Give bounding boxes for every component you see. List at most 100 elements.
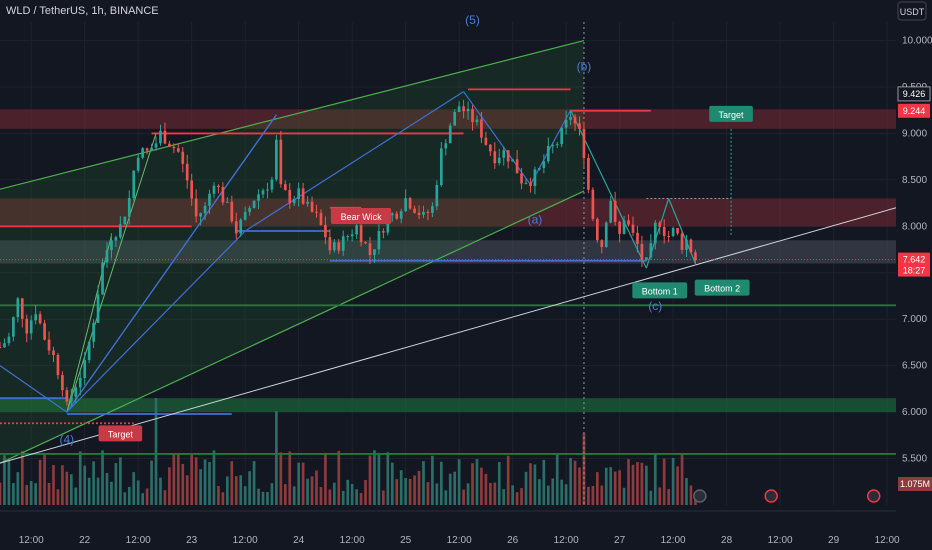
candle-body [257, 194, 260, 201]
candle-body [515, 159, 519, 174]
candle-body [489, 144, 492, 152]
candle-body [346, 236, 350, 238]
volume-bar [453, 471, 457, 505]
candle-body [355, 225, 358, 235]
volume-bar [382, 490, 385, 505]
volume-bar [127, 486, 131, 505]
volume-bar [355, 489, 358, 505]
candles [0, 99, 697, 406]
candle-body [275, 139, 278, 180]
volume-bar [136, 480, 140, 505]
candle-body [502, 150, 506, 158]
candle-body [176, 148, 180, 152]
volume-bar [587, 486, 590, 505]
volume-bar [212, 450, 216, 505]
candle-body [332, 242, 336, 251]
volume-bar [208, 462, 211, 505]
volume-bar [203, 459, 207, 505]
volume-bar [497, 461, 501, 505]
volume-bar [493, 482, 497, 505]
candle-body [0, 347, 2, 349]
channel-fill [0, 40, 584, 464]
candle-body [466, 108, 470, 112]
wave-label: (5) [465, 13, 480, 27]
price-tag-label: 9.244 [903, 106, 926, 116]
x-tick-label: 12:00 [875, 535, 900, 546]
candle-body [595, 218, 599, 241]
volume-bar [7, 459, 11, 505]
wave-label: (c) [648, 299, 662, 313]
candle-body [497, 157, 501, 164]
candle-body [591, 189, 595, 219]
candle-body [110, 240, 113, 251]
candle-body [533, 169, 537, 187]
volume-bar [38, 459, 42, 505]
candle-body [52, 350, 55, 356]
candle-body [341, 236, 345, 251]
candle-body [159, 130, 162, 144]
volume-bar [168, 467, 171, 505]
volume-bar [600, 485, 604, 505]
candle-body [671, 227, 675, 237]
volume-bar [413, 475, 416, 505]
candle-body [448, 125, 452, 144]
volume-bar [292, 486, 296, 505]
callout-label: Bottom 1 [642, 286, 678, 296]
candle-body [221, 187, 225, 203]
candle-body [154, 143, 158, 148]
candle-body [181, 151, 185, 164]
price-zone [0, 398, 896, 413]
candle-body [7, 336, 11, 344]
volume-bar [105, 472, 109, 505]
wave-line [529, 109, 572, 185]
volume-bar [359, 493, 363, 505]
volume-bar [279, 452, 283, 505]
candle-body [631, 224, 635, 233]
candle-body [163, 130, 167, 144]
currency-button[interactable]: USDT [897, 1, 927, 21]
volume-bar [163, 490, 167, 505]
volume-bars [0, 398, 697, 505]
volume-bar [239, 475, 243, 505]
candle-body [328, 237, 332, 251]
event-flag-icon [693, 489, 707, 503]
y-tick-label: 6.000 [902, 407, 927, 418]
candle-body [69, 396, 73, 402]
candle-body [667, 235, 670, 237]
volume-bar [69, 474, 73, 505]
volume-bar [569, 457, 572, 505]
volume-bar [332, 482, 336, 505]
volume-bar [475, 459, 479, 505]
candle-body [123, 216, 127, 225]
volume-bar [145, 488, 149, 505]
candle-body [680, 233, 684, 250]
volume-bar [546, 485, 550, 505]
volume-bar [337, 450, 341, 505]
candle-body [29, 320, 33, 334]
candle-body [141, 148, 144, 158]
candle-body [288, 189, 292, 204]
candle-body [399, 211, 403, 219]
candle-body [78, 377, 82, 388]
volume-bar [502, 489, 506, 505]
volume-tag [898, 477, 932, 491]
candle-body [395, 213, 399, 219]
x-tick-label: 12:00 [233, 535, 258, 546]
x-tick-label: 12:00 [768, 535, 793, 546]
candle-body [560, 127, 564, 145]
volume-bar [297, 462, 301, 505]
candle-body [613, 200, 617, 222]
volume-bar [275, 411, 278, 505]
x-tick-label: 12:00 [340, 535, 365, 546]
volume-bar [266, 491, 269, 505]
volume-bar [466, 483, 470, 505]
candle-body [74, 387, 78, 397]
candle-body [431, 206, 434, 213]
x-tick-label: 23 [186, 535, 198, 546]
candle-body [25, 318, 29, 334]
candle-body [658, 222, 662, 227]
candle-body [337, 242, 341, 251]
x-tick-label: 22 [79, 535, 91, 546]
candle-body [315, 211, 318, 213]
